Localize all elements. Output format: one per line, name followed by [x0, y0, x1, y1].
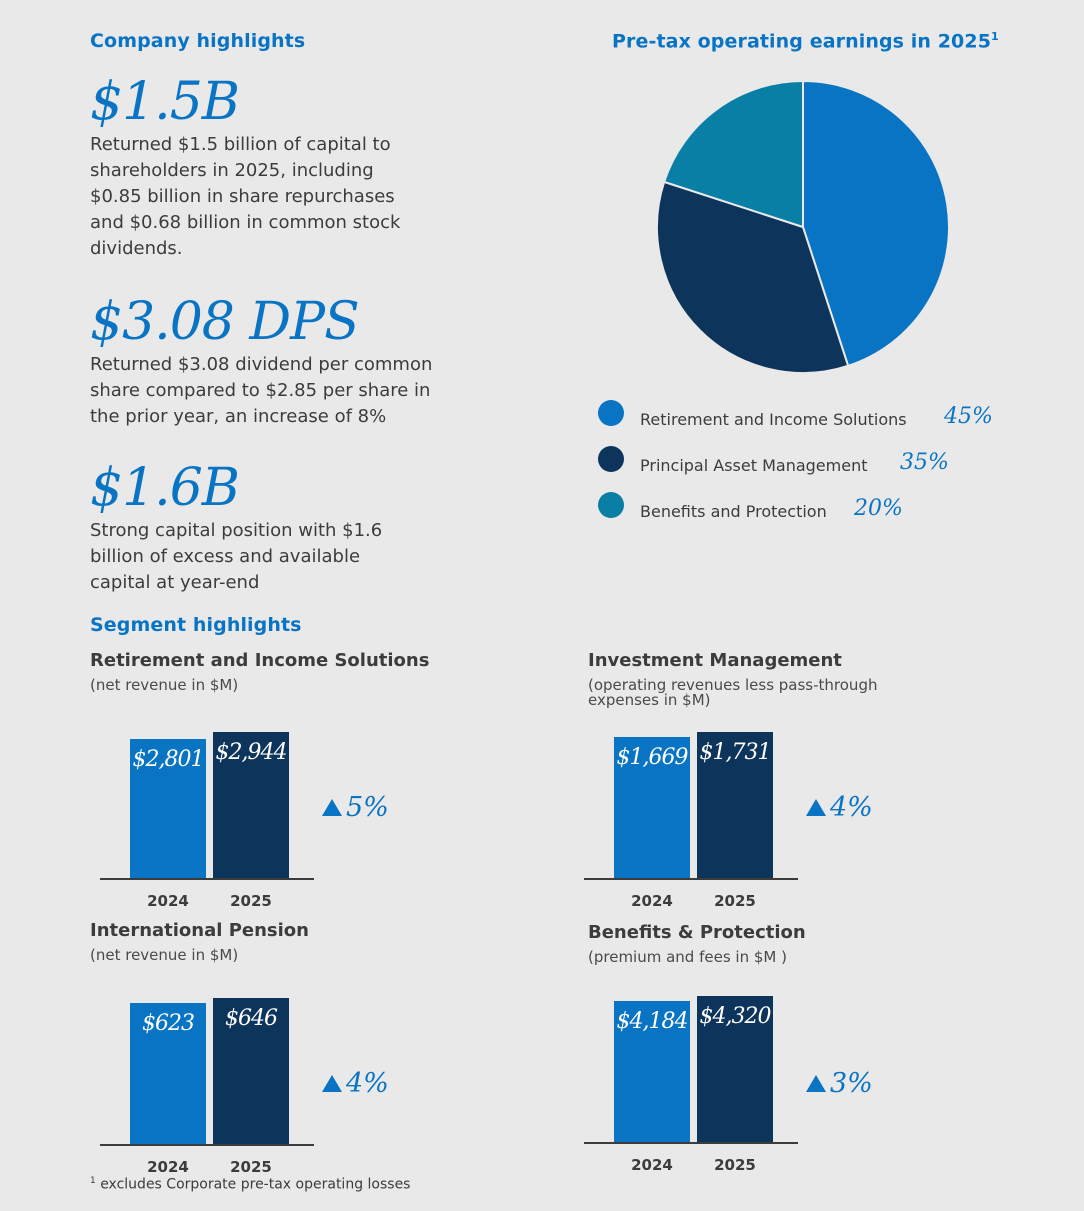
year-label: 2025	[230, 1158, 272, 1176]
bar-chart-benefits: $4,184 2024 $4,320 2025	[584, 964, 824, 1174]
change-value: 3%	[830, 1068, 873, 1099]
segment-subtitle-line: (net revenue in $M)	[90, 676, 239, 694]
pie-slice	[802, 79, 950, 368]
footnote-marker: 1	[90, 1176, 96, 1186]
x-axis	[584, 1142, 798, 1144]
segment-subtitle-line: (operating revenues less pass-through	[588, 676, 878, 694]
legend-item: Retirement and Income Solutions 45%	[598, 400, 1018, 440]
pie-slice	[662, 79, 804, 229]
footnote-text: excludes Corporate pre-tax operating los…	[100, 1176, 411, 1193]
legend-dot	[598, 400, 624, 426]
segment-title: International Pension	[90, 920, 309, 941]
up-triangle-icon	[806, 1075, 826, 1092]
legend-label: Retirement and Income Solutions	[640, 410, 907, 429]
segment-subtitle: (operating revenues less pass-through ex…	[588, 678, 877, 708]
legend-percent: 45%	[944, 404, 993, 429]
highlight-line: Returned $3.08 dividend per common	[90, 354, 433, 375]
company-highlights-heading: Company highlights	[90, 30, 306, 52]
legend-dot	[598, 492, 624, 518]
bar-chart-investment: $1,669 2024 $1,731 2025	[584, 700, 824, 910]
x-axis	[100, 878, 314, 880]
bar-value-label: $2,801	[132, 747, 205, 772]
highlight-line: the prior year, an increase of 8%	[90, 406, 387, 427]
highlight-text: Returned $1.5 billion of capital to shar…	[90, 132, 400, 262]
highlight-line: and $0.68 billion in common stock	[90, 212, 401, 233]
change-indicator: 3%	[806, 1068, 873, 1099]
pie-title: Pre-tax operating earnings in 20251	[612, 30, 999, 52]
highlight-text: Strong capital position with $1.6 billio…	[90, 518, 382, 596]
up-triangle-icon	[322, 1075, 342, 1092]
bar-value-label: $646	[225, 1006, 278, 1031]
bar: $4,320	[697, 996, 773, 1144]
highlight-value: $1.6B	[90, 458, 240, 518]
bar-chart-retirement: $2,801 2024 $2,944 2025	[100, 700, 340, 910]
segment-subtitle: (net revenue in $M)	[90, 678, 238, 693]
pie-chart	[656, 79, 950, 374]
x-axis	[100, 1144, 314, 1146]
change-value: 4%	[346, 1068, 389, 1099]
change-indicator: 4%	[806, 792, 873, 823]
up-triangle-icon	[322, 799, 342, 816]
highlight-value: $3.08 DPS	[90, 292, 360, 352]
year-label: 2024	[147, 892, 189, 910]
segment-subtitle-line: (net revenue in $M)	[90, 946, 239, 964]
up-triangle-icon	[806, 799, 826, 816]
highlight-line: Returned $1.5 billion of capital to	[90, 134, 391, 155]
highlight-text: Returned $3.08 dividend per common share…	[90, 352, 432, 430]
pie-slice	[656, 180, 850, 374]
bar-value-label: $1,731	[699, 740, 772, 765]
bar-value-label: $4,184	[616, 1009, 689, 1034]
year-label: 2024	[631, 892, 673, 910]
highlight-line: billion of excess and available	[90, 546, 361, 567]
segment-highlights-heading: Segment highlights	[90, 614, 302, 636]
bar: $623	[130, 1003, 206, 1146]
year-label: 2025	[714, 892, 756, 910]
year-label: 2025	[230, 892, 272, 910]
highlight-line: Strong capital position with $1.6	[90, 520, 383, 541]
highlight-line: share compared to $2.85 per share in	[90, 380, 431, 401]
pie-title-text: Pre-tax operating earnings in 2025	[612, 30, 992, 53]
year-label: 2024	[147, 1158, 189, 1176]
segment-title: Benefits & Protection	[588, 922, 806, 943]
bar-value-label: $1,669	[616, 745, 689, 770]
legend-percent: 20%	[854, 496, 903, 521]
segment-subtitle: (net revenue in $M)	[90, 948, 238, 963]
change-value: 5%	[346, 792, 389, 823]
legend-percent: 35%	[900, 450, 949, 475]
change-indicator: 4%	[322, 1068, 389, 1099]
highlight-line: shareholders in 2025, including	[90, 160, 374, 181]
legend-label: Benefits and Protection	[640, 502, 827, 521]
year-label: 2024	[631, 1156, 673, 1174]
bar: $1,669	[614, 737, 690, 880]
bar: $2,944	[213, 732, 289, 880]
bar: $1,731	[697, 732, 773, 880]
highlight-value: $1.5B	[90, 72, 240, 132]
segment-subtitle-line: (premium and fees in $M )	[588, 948, 787, 966]
bar: $4,184	[614, 1001, 690, 1144]
year-label: 2025	[714, 1156, 756, 1174]
bar: $646	[213, 998, 289, 1146]
x-axis	[584, 878, 798, 880]
bar-value-label: $623	[142, 1011, 195, 1036]
legend-dot	[598, 446, 624, 472]
segment-title: Retirement and Income Solutions	[90, 650, 430, 671]
footnote: 1 excludes Corporate pre-tax operating l…	[90, 1176, 410, 1193]
highlight-line: dividends.	[90, 238, 183, 259]
segment-subtitle-line: expenses in $M)	[588, 691, 711, 709]
segment-title: Investment Management	[588, 650, 842, 671]
change-indicator: 5%	[322, 792, 389, 823]
legend-item: Principal Asset Management 35%	[598, 446, 1018, 486]
bar: $2,801	[130, 739, 206, 880]
bar-value-label: $2,944	[215, 740, 288, 765]
highlight-line: capital at year-end	[90, 572, 260, 593]
legend-item: Benefits and Protection 20%	[598, 492, 1018, 532]
highlight-line: $0.85 billion in share repurchases	[90, 186, 395, 207]
legend-label: Principal Asset Management	[640, 456, 868, 475]
change-value: 4%	[830, 792, 873, 823]
bar-value-label: $4,320	[699, 1004, 772, 1029]
bar-chart-international: $623 2024 $646 2025	[100, 966, 340, 1176]
footnote-marker: 1	[991, 30, 999, 43]
segment-subtitle: (premium and fees in $M )	[588, 950, 787, 965]
